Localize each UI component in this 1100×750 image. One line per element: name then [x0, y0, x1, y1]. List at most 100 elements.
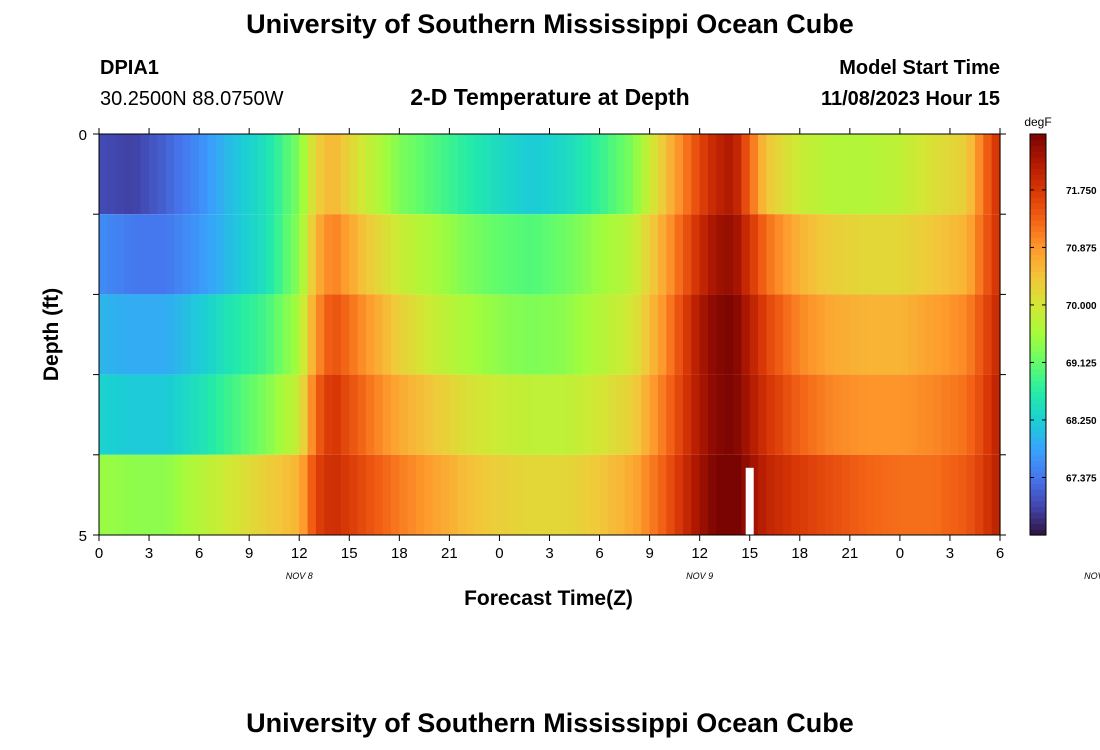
- heatmap-cell: [849, 134, 859, 215]
- colorbar-label: 71.750: [1066, 186, 1097, 197]
- colorbar-segment: [1030, 139, 1046, 147]
- heatmap-cell: [357, 134, 367, 215]
- colorbar-segment: [1030, 179, 1046, 187]
- heatmap-cell: [165, 294, 175, 375]
- heatmap-cell: [507, 454, 517, 535]
- colorbar-segment: [1030, 231, 1046, 238]
- heatmap-cell: [557, 294, 567, 375]
- day-label: NOV 8: [286, 571, 313, 581]
- heatmap-cell: [332, 374, 342, 455]
- heatmap-cell: [599, 374, 609, 455]
- heatmap-cell: [874, 134, 884, 215]
- heatmap-cell: [466, 454, 476, 535]
- heatmap-cell: [482, 454, 492, 535]
- colorbar-segment: [1030, 168, 1046, 175]
- colorbar-segment: [1030, 219, 1046, 227]
- heatmap-cell: [966, 294, 976, 375]
- heatmap-cell: [758, 454, 767, 535]
- colorbar-segment: [1030, 477, 1046, 485]
- colorbar-segment: [1030, 248, 1046, 255]
- heatmap-cell: [949, 454, 959, 535]
- heatmap-cell: [174, 214, 184, 295]
- heatmap-cell: [340, 454, 350, 535]
- heatmap-cell: [432, 454, 442, 535]
- heatmap-cell: [933, 294, 943, 375]
- heatmap-cell: [549, 454, 559, 535]
- heatmap-cell: [733, 374, 742, 455]
- heatmap-cell: [591, 374, 601, 455]
- colorbar-segment: [1030, 386, 1046, 393]
- heatmap-cell: [716, 294, 726, 375]
- colorbar-segment: [1030, 156, 1046, 164]
- heatmap-cell: [274, 294, 284, 375]
- heatmap-cell: [482, 214, 492, 295]
- heatmap-cell: [808, 214, 818, 295]
- colorbar-segment: [1030, 300, 1046, 307]
- x-tick-label: 18: [391, 545, 408, 562]
- heatmap-cell: [616, 134, 626, 215]
- colorbar-segment: [1030, 151, 1046, 158]
- colorbar-unit: degF: [1024, 115, 1051, 129]
- colorbar-segment: [1030, 426, 1046, 433]
- colorbar-segment: [1030, 466, 1046, 473]
- heatmap-cell: [774, 134, 784, 215]
- heatmap-cell: [699, 294, 709, 375]
- heatmap-cell: [299, 374, 309, 455]
- heatmap-cell: [424, 374, 434, 455]
- colorbar-segment: [1030, 271, 1046, 278]
- heatmap-cell: [182, 134, 192, 215]
- heatmap-cell: [516, 294, 526, 375]
- heatmap-cell: [749, 214, 759, 295]
- heatmap-cell: [340, 214, 350, 295]
- colorbar-segment: [1030, 334, 1046, 341]
- heatmap-cell: [841, 374, 851, 455]
- colorbar-segment: [1030, 340, 1046, 347]
- heatmap-cell: [382, 214, 392, 295]
- colorbar-segment: [1030, 134, 1046, 141]
- heatmap-cell: [666, 134, 676, 215]
- heatmap-cell: [758, 134, 767, 215]
- heatmap-cell: [783, 294, 793, 375]
- heatmap-cell: [549, 134, 559, 215]
- missing-data-marker: [745, 467, 754, 535]
- heatmap-cell: [157, 454, 167, 535]
- heatmap-cell: [858, 214, 868, 295]
- heatmap-cell: [632, 374, 642, 455]
- heatmap-cell: [157, 294, 167, 375]
- heatmap-cell: [290, 134, 300, 215]
- heatmap-cell: [365, 454, 375, 535]
- heatmap-cell: [941, 374, 951, 455]
- heatmap-cell: [808, 374, 818, 455]
- heatmap-cell: [908, 374, 918, 455]
- y-axis-label: Depth (ft): [40, 288, 63, 381]
- colorbar-segment: [1030, 374, 1046, 381]
- heatmap-cell: [682, 454, 692, 535]
- heatmap-cell: [799, 454, 809, 535]
- heatmap-cell: [124, 214, 133, 295]
- heatmap-cell: [708, 294, 717, 375]
- colorbar-segment: [1030, 529, 1046, 536]
- heatmap-cell: [899, 214, 909, 295]
- heatmap-cell: [399, 454, 409, 535]
- heatmap-cell: [908, 214, 918, 295]
- heatmap-cell: [524, 134, 534, 215]
- heatmap-cell: [799, 294, 809, 375]
- heatmap-cell: [733, 454, 742, 535]
- heatmap-cell: [808, 134, 818, 215]
- heatmap-cell: [307, 214, 317, 295]
- heatmap-cell: [349, 214, 359, 295]
- colorbar-segment: [1030, 185, 1046, 192]
- heatmap-cell: [165, 134, 175, 215]
- heatmap-cell: [674, 134, 684, 215]
- heatmap-cell: [682, 294, 692, 375]
- heatmap-cell: [174, 454, 184, 535]
- heatmap-cell: [290, 374, 300, 455]
- heatmap-cell: [524, 374, 534, 455]
- colorbar-segment: [1030, 214, 1046, 221]
- heatmap-cell: [416, 214, 425, 295]
- heatmap-cell: [791, 134, 801, 215]
- heatmap-cell: [691, 134, 701, 215]
- heatmap-cell: [983, 134, 993, 215]
- heatmap-cell: [115, 454, 125, 535]
- heatmap-cell: [299, 294, 309, 375]
